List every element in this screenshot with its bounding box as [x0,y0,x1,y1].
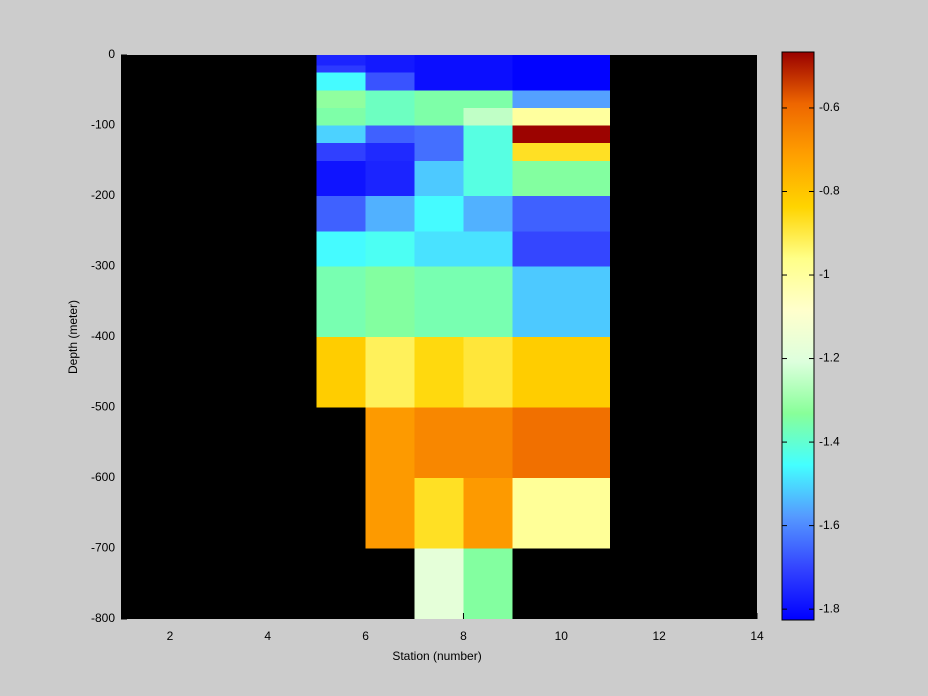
heatmap-cell [414,125,464,161]
heatmap-cell [365,407,415,478]
y-tick-label: -500 [91,400,115,414]
heatmap-cell [365,90,415,126]
heatmap-cell [463,231,513,267]
colorbar [781,51,815,621]
colorbar-tick-label: -1.8 [819,601,840,615]
colorbar-tick-label: -0.6 [819,100,840,114]
heatmap-cell [512,407,611,478]
heatmap-cell [316,266,366,337]
heatmap-cell [365,160,415,196]
heatmap-cell [463,266,513,337]
heatmap-cell [414,196,464,232]
x-tick-label: 6 [362,629,369,643]
heatmap-cell [414,231,464,267]
heatmap-cell [512,231,611,267]
colorbar-tick-label: -1.6 [819,518,840,532]
heatmap-cell [316,196,366,232]
heatmap-cell [365,478,415,549]
y-tick-label: 0 [108,47,115,61]
heatmap-cell [365,231,415,267]
heatmap-cell [463,196,513,232]
x-tick-label: 12 [652,629,666,643]
heatmap-cell [365,196,415,232]
colorbar-tick-label: -1.4 [819,434,840,448]
heatmap-cell [365,337,415,408]
x-tick-label: 14 [750,629,764,643]
heatmap-cell [414,478,464,549]
heatmap-cell [365,72,415,91]
heatmap-cell [512,125,611,144]
heatmap-cell [463,90,513,108]
heatmap-cell [316,337,366,408]
y-tick-label: -300 [91,259,115,273]
y-tick-label: -800 [91,611,115,625]
heatmap-cell [512,90,611,108]
heatmap-cell [414,90,464,126]
x-axis-label: Station (number) [392,649,481,663]
colorbar-tick-label: -1 [819,267,830,281]
heatmap-cell [316,72,366,91]
heatmap-cell [512,196,611,232]
heatmap-cell [512,107,611,126]
x-tick-label: 8 [460,629,467,643]
y-tick-label: -400 [91,329,115,343]
heatmap-cell [316,90,366,108]
y-tick-label: -700 [91,541,115,555]
heatmap-cell [316,125,366,144]
heatmap-cell [512,55,611,91]
heatmap-cell [414,266,464,337]
heatmap-cell [316,55,366,66]
heatmap-cell [414,548,464,619]
heatmap-cell [512,160,611,196]
heatmap-cell [463,407,513,478]
heatmap-cell [316,231,366,267]
heatmap-cell [365,266,415,337]
heatmap-cell [414,407,464,478]
heatmap-cell [463,125,513,196]
heatmap-cell [414,55,464,91]
heatmap-cell [414,160,464,196]
y-axis-label: Depth (meter) [66,300,80,374]
colorbar-tick-label: -1.2 [819,351,840,365]
heatmap-cell [365,143,415,161]
heatmap-cell [414,337,464,408]
heatmap-cell [316,160,366,196]
x-tick-label: 4 [264,629,271,643]
y-tick-label: -100 [91,118,115,132]
x-tick-label: 10 [555,629,569,643]
heatmap-cell [512,143,611,161]
heatmap-cell [463,55,513,91]
heatmap-cell [463,478,513,549]
heatmap-cell [463,337,513,408]
heatmap-cell [463,548,513,619]
y-tick-label: -200 [91,188,115,202]
heatmap-cell [365,125,415,144]
heatmap-cell [512,266,611,337]
colorbar-tick-label: -0.8 [819,184,840,198]
heatmap-cell [463,107,513,126]
heatmap-cell [316,65,366,73]
y-tick-label: -600 [91,470,115,484]
heatmap-cell [512,337,611,408]
heatmap-cell [316,107,366,126]
heatmap-cell [512,478,611,549]
heatmap-cell [316,143,366,161]
heatmap-cell [365,55,415,73]
x-tick-label: 2 [167,629,174,643]
